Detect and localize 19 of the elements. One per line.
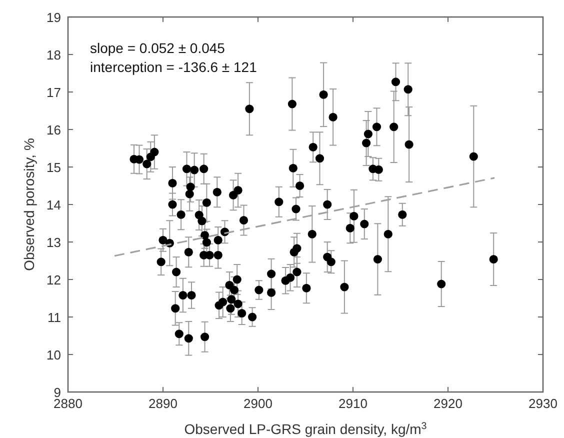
x-axis-title: Observed LP-GRS grain density, kg/m$^{3}$ (184, 420, 428, 437)
y-axis-title: Observed porosity, % (21, 138, 37, 271)
y-tick-label: 19 (46, 10, 61, 25)
x-tick-label: 2920 (434, 396, 462, 411)
y-tick-label: 11 (48, 310, 61, 325)
annotation: slope = 0.052 ± 0.045 (90, 40, 226, 56)
x-tick-label: 2900 (244, 396, 272, 411)
y-tick-label: 15 (46, 160, 61, 175)
y-tick-label: 17 (46, 85, 61, 100)
x-tick-label: 2890 (148, 396, 178, 411)
y-tick-label: 18 (46, 48, 61, 62)
y-tick-label: 16 (46, 122, 61, 138)
y-tick-label: 12 (46, 272, 61, 288)
y-tick-label: 10 (46, 348, 61, 362)
annotation: interception = -136.6 ± 121 (90, 59, 258, 75)
x-tick-label: 2930 (528, 396, 558, 411)
y-tick-label: 14 (46, 198, 61, 212)
x-tick-label: 2910 (338, 396, 368, 411)
y-tick-label: 13 (46, 235, 61, 250)
